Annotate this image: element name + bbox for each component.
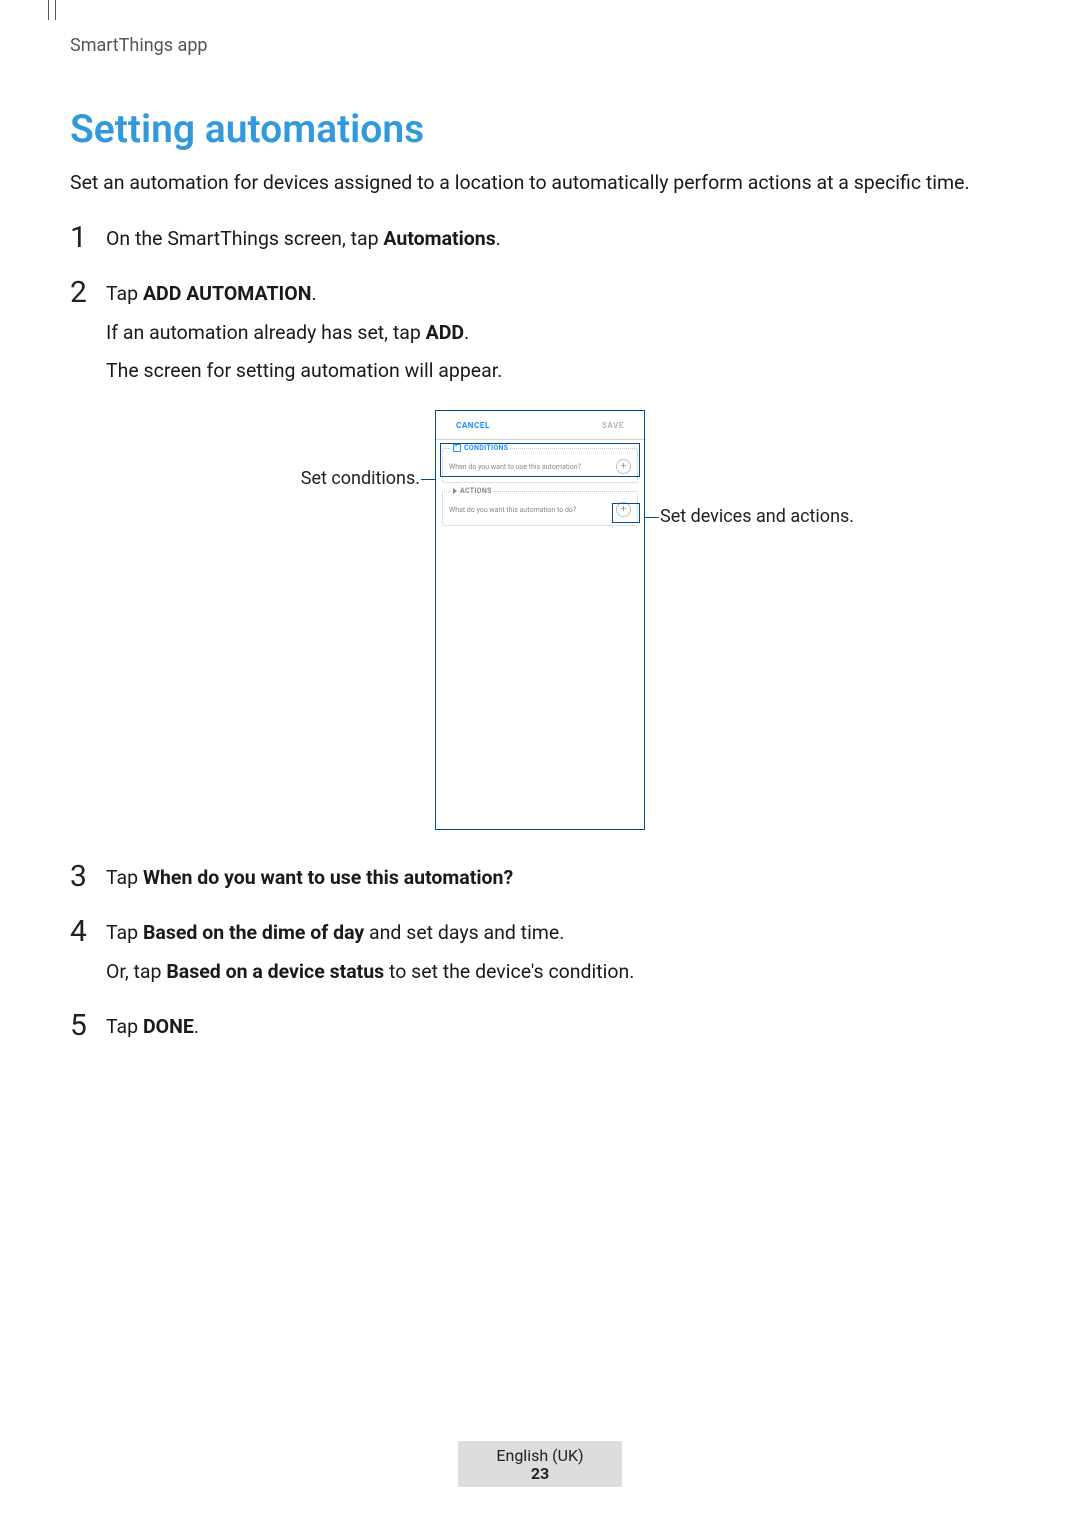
bold-text: ADD [426,321,464,344]
phone-mockup: CANCEL SAVE CONDITIONS When do you want … [435,410,645,830]
text: . [311,282,316,305]
highlight-box-conditions [440,443,640,477]
text: The screen for setting automation will a… [106,356,1010,386]
step-number: 1 [70,221,106,262]
step-1: 1 On the SmartThings screen, tap Automat… [70,221,1010,262]
text: Tap [106,866,143,889]
callout-line-left [421,479,435,480]
page-title: Setting automations [70,106,1010,152]
step-body: Tap When do you want to use this automat… [106,860,1010,901]
page-header: SmartThings app [70,35,1010,56]
text: . [496,227,501,250]
bold-text: Based on the dime of day [143,921,364,944]
page: SmartThings app Setting automations Set … [0,0,1080,1527]
text: Tap [106,1015,143,1038]
highlight-box-actions [612,503,640,523]
bold-text: DONE [143,1015,194,1038]
text: Or, tap [106,960,166,983]
text: and set days and time. [364,921,564,944]
tab-marker [48,0,56,20]
footer-box: English (UK) 23 [458,1441,621,1487]
text: On the SmartThings screen, tap [106,227,383,250]
text: If an automation already has set, tap [106,321,426,344]
actions-row[interactable]: What do you want this automation to do? … [449,500,631,519]
phone-topbar: CANCEL SAVE [436,411,644,440]
step-body: Tap Based on the dime of day and set day… [106,915,1010,994]
callout-label-right: Set devices and actions. [660,506,854,527]
bold-text: Based on a device status [166,960,384,983]
intro-text: Set an automation for devices assigned t… [70,168,1010,197]
step-number: 3 [70,860,106,901]
play-icon [453,488,457,494]
step-body: Tap ADD AUTOMATION. If an automation alr… [106,276,1010,394]
actions-text: What do you want this automation to do? [449,506,576,514]
step-4: 4 Tap Based on the dime of day and set d… [70,915,1010,994]
bold-text: Automations [383,227,495,250]
label-text: ACTIONS [460,487,492,495]
illustration: Set conditions. Set devices and actions.… [70,410,1010,830]
step-2: 2 Tap ADD AUTOMATION. If an automation a… [70,276,1010,394]
text: Tap [106,282,143,305]
step-body: On the SmartThings screen, tap Automatio… [106,221,1010,262]
cancel-button[interactable]: CANCEL [456,421,490,430]
text: to set the device's condition. [384,960,634,983]
callout-line-right [645,517,659,518]
save-button[interactable]: SAVE [602,421,624,430]
footer-lang: English (UK) [496,1446,583,1465]
step-5: 5 Tap DONE. [70,1009,1010,1050]
bold-text: ADD AUTOMATION [143,282,312,305]
step-3: 3 Tap When do you want to use this autom… [70,860,1010,901]
callout-label-left: Set conditions. [301,468,420,489]
text: . [464,321,469,344]
step-body: Tap DONE. [106,1009,1010,1050]
step-number: 4 [70,915,106,994]
footer: English (UK) 23 [0,1441,1080,1487]
text: Tap [106,921,143,944]
step-number: 2 [70,276,106,394]
bold-text: When do you want to use this automation? [143,866,513,889]
text: . [194,1015,199,1038]
page-number: 23 [458,1464,621,1483]
actions-label: ACTIONS [451,487,494,495]
actions-section: ACTIONS What do you want this automation… [442,491,638,526]
step-number: 5 [70,1009,106,1050]
